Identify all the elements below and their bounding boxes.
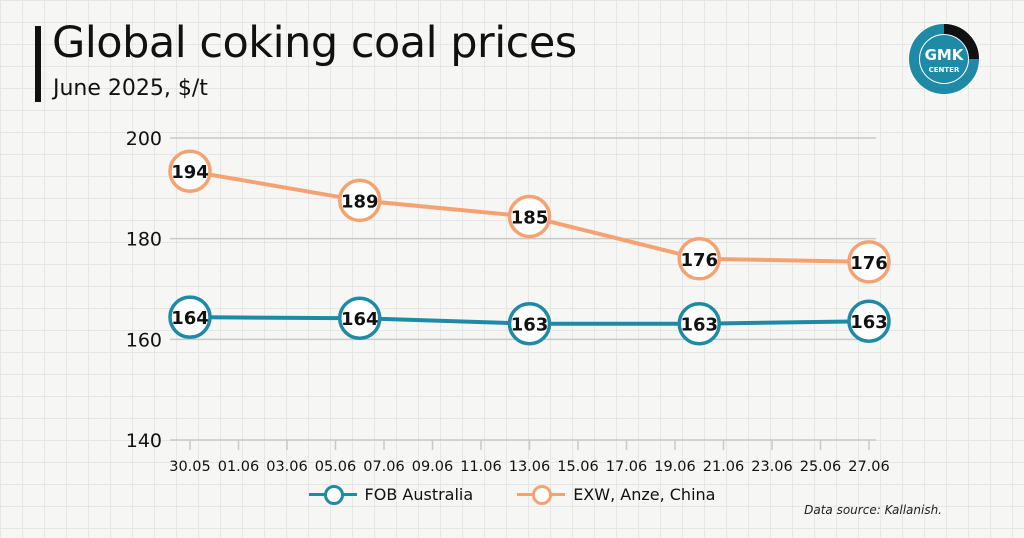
data-point — [168, 149, 212, 193]
data-point — [338, 296, 382, 340]
legend: FOB Australia EXW, Anze, China — [0, 484, 1024, 505]
data-source-note: Data source: Kallanish. — [804, 503, 942, 517]
legend-item-exw: EXW, Anze, China — [517, 484, 716, 505]
x-tick-label: 09.06 — [412, 459, 454, 475]
data-label: 164 — [341, 309, 379, 330]
y-tick-labels: 140 160 180 200 — [126, 128, 162, 452]
svg-text:GMK: GMK — [925, 46, 965, 64]
x-tick-label: 17.06 — [606, 459, 648, 475]
legend-dot-exw — [532, 485, 553, 505]
data-label: 163 — [850, 312, 888, 333]
x-axis: 30.05 01.06 03.06 05.06 07.06 09.06 11.06 13.06… — [169, 440, 890, 475]
data-point — [847, 240, 891, 284]
chart-subtitle: June 2025, $/t — [53, 76, 208, 101]
x-tick-label: 07.06 — [363, 459, 405, 475]
data-label: 189 — [341, 191, 379, 212]
y-tick-label: 200 — [126, 128, 162, 150]
legend-marker-exw — [517, 484, 566, 505]
data-point — [847, 299, 891, 343]
x-tick-label: 19.06 — [654, 459, 696, 475]
legend-dot-fob — [323, 485, 344, 505]
legend-label-exw: EXW, Anze, China — [573, 484, 716, 504]
x-tick-label: 15.06 — [557, 459, 599, 475]
series-lines: 164 164 163 163 163 194 189 185 176 176 — [168, 149, 891, 346]
y-tick-label: 160 — [126, 329, 162, 351]
x-tick-label: 13.06 — [509, 459, 551, 475]
x-tick-label: 01.06 — [218, 459, 260, 475]
y-tick-label: 140 — [126, 430, 162, 452]
data-point — [168, 295, 212, 339]
title-accent-bar — [35, 26, 41, 102]
y-gridlines — [170, 137, 876, 441]
data-point — [507, 301, 552, 346]
data-point — [507, 194, 552, 239]
y-tick-label: 180 — [126, 229, 162, 251]
data-point — [677, 237, 721, 281]
data-label: 176 — [680, 250, 718, 271]
x-tick-label: 03.06 — [266, 459, 308, 475]
svg-text:CENTER: CENTER — [929, 66, 960, 74]
legend-item-fob: FOB Australia — [308, 484, 474, 505]
chart-title: Global coking coal prices — [52, 18, 577, 68]
legend-label-fob: FOB Australia — [364, 484, 474, 504]
x-tick-label: 05.06 — [315, 459, 357, 475]
x-tick-label: 23.06 — [751, 459, 793, 475]
x-tick-label: 25.06 — [800, 459, 842, 475]
data-label: 176 — [850, 253, 888, 274]
x-tick-label: 30.05 — [169, 459, 211, 475]
data-label: 163 — [680, 315, 718, 336]
data-label: 194 — [171, 162, 209, 183]
x-tick-label: 27.06 — [848, 459, 890, 475]
data-point — [338, 178, 382, 223]
x-tick-label: 11.06 — [460, 459, 502, 475]
data-label: 164 — [171, 308, 209, 329]
data-label: 163 — [511, 315, 549, 336]
data-label: 185 — [511, 208, 549, 229]
data-point — [677, 301, 721, 346]
legend-marker-fob — [308, 484, 357, 505]
x-tick-label: 21.06 — [703, 459, 745, 475]
gmk-center-logo: GMK CENTER — [908, 23, 980, 95]
